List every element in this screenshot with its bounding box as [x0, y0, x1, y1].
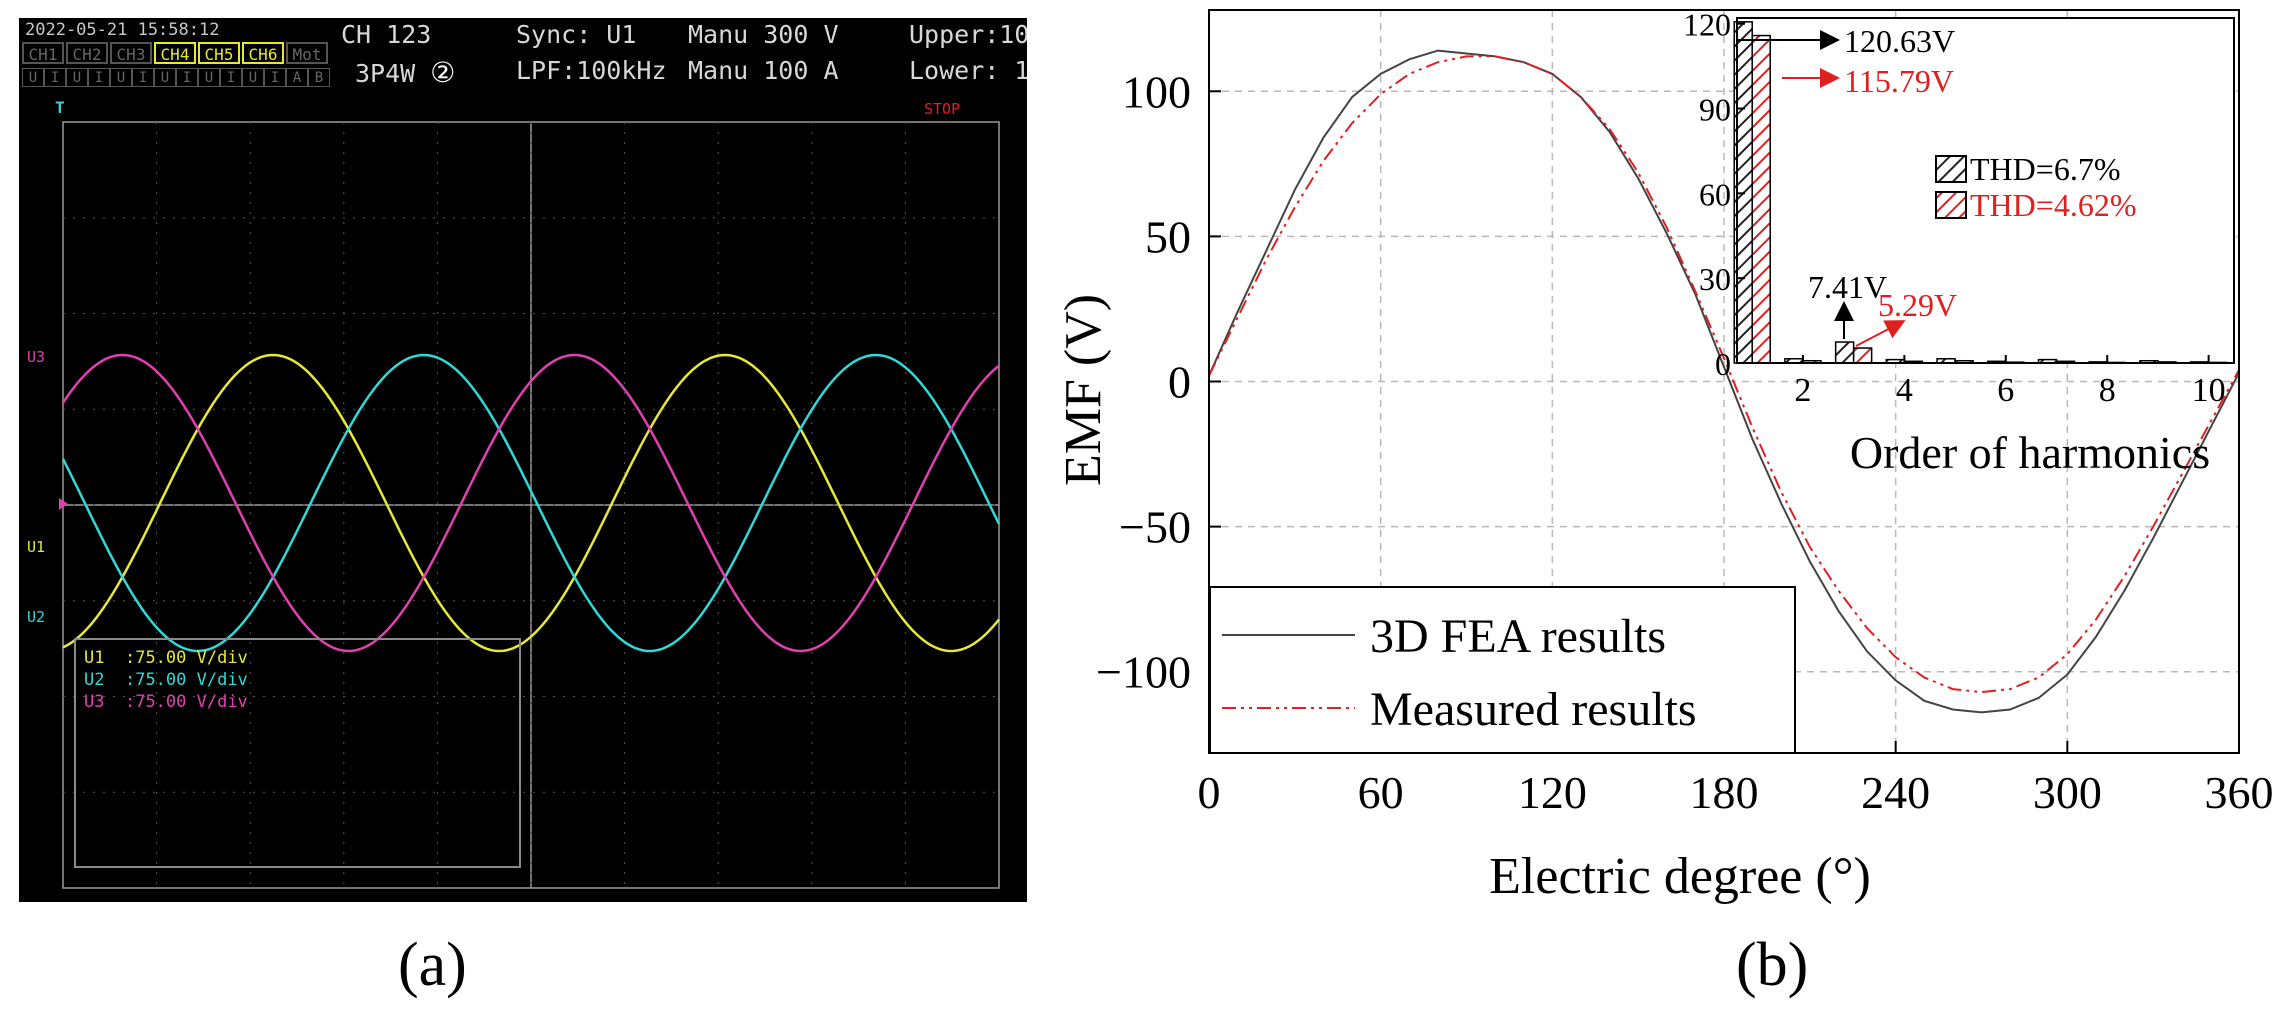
unit-button-0[interactable]: U — [22, 68, 44, 87]
scope-plot — [61, 121, 1001, 889]
unit-button-3[interactable]: I — [88, 68, 110, 87]
inset-tick-label-x-8: 8 — [2099, 372, 2116, 409]
inset-legend-swatch-red — [1935, 191, 1967, 219]
unit-button-5[interactable]: I — [132, 68, 154, 87]
channel-label: CH 123 — [341, 20, 432, 49]
series-line-1 — [1208, 55, 2240, 694]
inset-x-axis-label: Order of harmonics — [1850, 427, 2210, 478]
scope-trace-u3 — [61, 353, 1000, 653]
tick-label-y-50: 50 — [1145, 211, 1191, 262]
inset-tick-label-x-10: 10 — [2192, 372, 2226, 409]
annot-3rd-fea: 7.41V — [1808, 269, 1887, 305]
unit-button-2[interactable]: U — [66, 68, 88, 87]
inset-bar-1-1 — [1751, 34, 1771, 364]
trace-label-u2: U2 — [27, 608, 46, 626]
tick-label-x-360: 360 — [2205, 767, 2274, 818]
scale-line-u1: U1 :75.00 V/div — [84, 648, 248, 668]
channel-button-ch1[interactable]: CH1 — [22, 42, 64, 64]
inset-tick-label-y-30: 30 — [1699, 261, 1731, 297]
inset-bar-0-3 — [1834, 341, 1855, 364]
inset-tick-label-y-90: 90 — [1699, 91, 1731, 127]
trace-label-u3: U3 — [27, 348, 46, 366]
unit-button-4[interactable]: U — [110, 68, 132, 87]
scope-trace-u1 — [62, 353, 1000, 653]
unit-button-13[interactable]: B — [308, 68, 330, 87]
harmonics-inset: 2 4 6 8 10 0 30 60 90 120 Order of harmonics THD=… — [1683, 7, 2235, 478]
sync-source: Sync: U1 — [516, 20, 637, 49]
channel-button-ch2[interactable]: CH2 — [66, 42, 108, 64]
tick-label-x-180: 180 — [1690, 767, 1759, 818]
caption-a: (a) — [398, 931, 467, 999]
channel-button-mot[interactable]: Mot — [286, 42, 328, 64]
tick-label-y-100: 100 — [1122, 66, 1191, 117]
wiring-text: 3P4W — [355, 59, 416, 88]
annot-3rd-measured: 5.29V — [1878, 287, 1957, 323]
tick-label-x-240: 240 — [1861, 767, 1930, 818]
unit-button-6[interactable]: U — [154, 68, 176, 87]
tick-label-x-120: 120 — [1518, 767, 1587, 818]
scale-line-u3: U3 :75.00 V/div — [84, 692, 248, 712]
inset-bar-1-3 — [1852, 347, 1873, 364]
tick-label-y--100: −100 — [1096, 647, 1191, 698]
annot-fund-fea: 120.63V — [1844, 23, 1955, 59]
current-range: Manu 100 A — [688, 56, 839, 85]
inset-tick-label-y-120: 120 — [1683, 7, 1731, 43]
voltage-range: Manu 300 V — [688, 20, 839, 49]
tick-label-x-300: 300 — [2033, 767, 2102, 818]
inset-tick-label-x-6: 6 — [1997, 372, 2014, 409]
unit-button-11[interactable]: I — [264, 68, 286, 87]
annot-fund-measured: 115.79V — [1844, 63, 1954, 99]
trigger-marker: T — [55, 98, 65, 117]
scale-legend: U1 :75.00 V/div U2 :75.00 V/div U3 :75.0… — [74, 638, 521, 868]
scope-trace-u2 — [61, 353, 1001, 653]
legend-label-measured: Measured results — [1370, 683, 1697, 736]
x-axis-label: Electric degree (°) — [1489, 848, 1871, 905]
upper-limit: Upper:10 — [909, 20, 1027, 49]
inset-legend-red: THD=4.62% — [1970, 187, 2136, 223]
channel-button-ch4[interactable]: CH4 — [154, 42, 196, 64]
stop-indicator: STOP — [924, 100, 961, 118]
series-line-0 — [1208, 49, 2240, 714]
caption-b: (b) — [1736, 931, 1809, 999]
unit-button-8[interactable]: U — [198, 68, 220, 87]
tick-label-x-0: 0 — [1198, 767, 1221, 818]
tick-label-x-60: 60 — [1358, 767, 1404, 818]
channel-button-ch3[interactable]: CH3 — [110, 42, 152, 64]
inset-tick-label-y-0: 0 — [1715, 346, 1731, 382]
legend-label-fea: 3D FEA results — [1370, 610, 1666, 663]
lpf-setting: LPF:100kHz — [516, 56, 667, 85]
trace-label-u1: U1 — [27, 538, 46, 556]
channel-button-ch6[interactable]: CH6 — [242, 42, 284, 64]
unit-button-9[interactable]: I — [220, 68, 242, 87]
scale-line-u2: U2 :75.00 V/div — [84, 670, 248, 690]
inset-legend-swatch-black — [1935, 155, 1967, 183]
annot-arrow-3rd-measured — [1855, 320, 1906, 347]
ground-marker-icon — [59, 498, 68, 510]
wiring-badge: ② — [430, 56, 456, 89]
tick-label-y--50: −50 — [1119, 502, 1191, 553]
timestamp: 2022-05-21 15:58:12 — [25, 20, 220, 40]
channel-button-ch5[interactable]: CH5 — [198, 42, 240, 64]
inset-tick-label-y-60: 60 — [1699, 176, 1731, 212]
inset-legend-black: THD=6.7% — [1970, 151, 2120, 187]
lower-limit: Lower: 1 — [909, 56, 1027, 85]
inset-tick-label-x-2: 2 — [1794, 372, 1811, 409]
inset-tick-label-x-4: 4 — [1896, 372, 1913, 409]
wiring-mode: 3P4W ② — [355, 56, 455, 89]
y-axis-label: EMF (V) — [1055, 294, 1112, 486]
oscilloscope-screen: 2022-05-21 15:58:12 CH1 CH2 CH3 CH4 CH5 CH6 Mo… — [19, 18, 1027, 902]
unit-button-10[interactable]: U — [242, 68, 264, 87]
main-legend: 3D FEA results Measured results — [1209, 586, 1796, 754]
unit-button-12[interactable]: A — [286, 68, 308, 87]
unit-button-1[interactable]: I — [44, 68, 66, 87]
unit-button-7[interactable]: I — [176, 68, 198, 87]
tick-label-y-0: 0 — [1168, 357, 1191, 408]
